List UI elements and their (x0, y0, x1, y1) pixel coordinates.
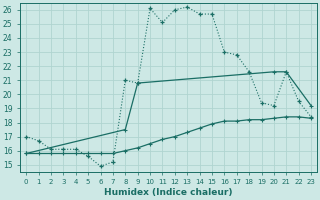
X-axis label: Humidex (Indice chaleur): Humidex (Indice chaleur) (104, 188, 233, 197)
